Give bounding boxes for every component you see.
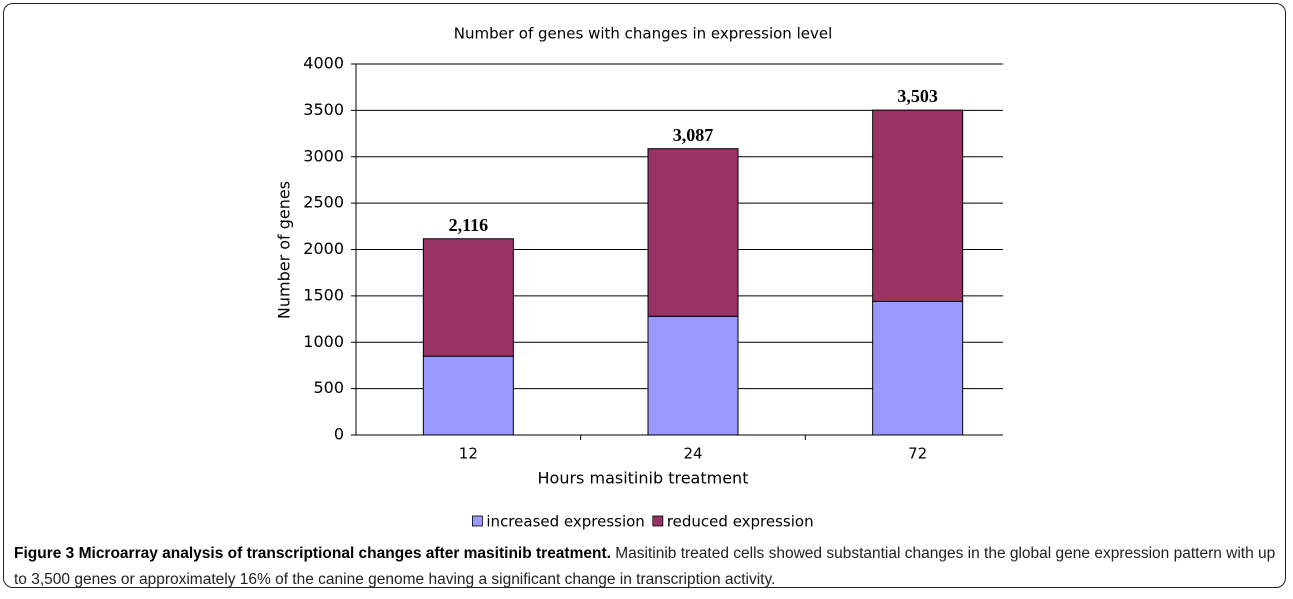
legend-swatch [471, 515, 483, 527]
bar-segment [872, 300, 964, 436]
y-tick-label: 0 [334, 425, 344, 444]
caption-label: Figure 3 Microarray analysis of transcri… [14, 545, 611, 562]
total-label: 3,087 [673, 125, 714, 145]
bar-segment [647, 148, 739, 317]
y-tick-label: 1000 [303, 332, 344, 351]
legend-label: reduced expression [667, 513, 814, 531]
x-tick-label: 12 [459, 445, 478, 463]
x-tick-label: 24 [683, 445, 702, 463]
y-tick-label: 3500 [303, 100, 344, 119]
legend-swatch [652, 515, 664, 527]
caption: Figure 3 Microarray analysis of transcri… [14, 541, 1282, 593]
y-tick-label: 1500 [303, 285, 344, 304]
y-tick-label: 500 [313, 378, 344, 397]
bar-segment [647, 315, 739, 436]
y-tick-label: 4000 [303, 54, 344, 73]
y-tick-label: 2500 [303, 193, 344, 212]
total-label: 2,116 [449, 215, 489, 235]
y-tick-label: 2000 [303, 239, 344, 258]
chart-title: Number of genes with changes in expressi… [454, 25, 833, 43]
x-axis-label: Hours masitinib treatment [538, 469, 749, 488]
legend-label: increased expression [486, 513, 644, 531]
x-tick-label: 72 [908, 445, 927, 463]
total-label: 3,503 [897, 86, 938, 106]
bar-segment [422, 238, 514, 357]
bar-segment [422, 355, 514, 436]
caption-text: Masitinib treated cells showed substanti… [14, 545, 1276, 588]
bar-segment [872, 109, 964, 302]
y-axis-label: Number of genes [275, 181, 294, 319]
y-tick-label: 3000 [303, 146, 344, 165]
figure-frame [3, 3, 1286, 588]
